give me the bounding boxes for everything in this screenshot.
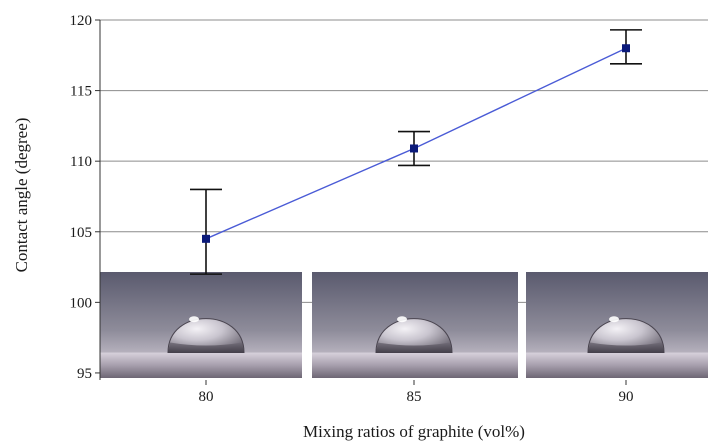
surface-band (100, 352, 302, 378)
x-tick-label: 85 (407, 389, 422, 405)
data-point-80 (202, 234, 210, 243)
droplet-highlight (397, 316, 407, 323)
droplet (587, 318, 665, 354)
surface-band (526, 352, 708, 378)
data-point-85 (410, 144, 418, 153)
y-tick-label: 115 (70, 84, 92, 100)
error-bar-80 (190, 188, 222, 275)
y-tick-label: 100 (70, 295, 93, 311)
photo-insets (100, 272, 708, 378)
gridlines (100, 19, 708, 303)
series-line (205, 47, 627, 240)
y-tick-label: 105 (70, 225, 93, 241)
droplet-base (376, 342, 452, 353)
surface-band (312, 352, 518, 378)
droplet-highlight (609, 316, 619, 323)
y-tick-label: 95 (77, 366, 92, 382)
x-tick-label: 80 (199, 389, 214, 405)
droplet-base (588, 342, 664, 353)
y-tick-label: 120 (70, 13, 93, 29)
droplet (375, 318, 453, 354)
x-tick-label: 90 (619, 389, 634, 405)
droplet (167, 318, 245, 354)
droplet-photo-85 (312, 272, 518, 378)
axes: 95 100 105 110 115 120 80 85 90 (70, 13, 634, 405)
droplet-base (168, 342, 244, 353)
y-tick-label: 110 (70, 154, 92, 170)
y-axis-label: Contact angle (degree) (12, 118, 31, 273)
droplet-photo-80 (100, 272, 302, 378)
x-axis-label: Mixing ratios of graphite (vol%) (303, 422, 525, 441)
data-point-90 (622, 44, 630, 53)
droplet-highlight (189, 316, 199, 323)
series (190, 29, 642, 275)
droplet-photo-90 (526, 272, 708, 378)
